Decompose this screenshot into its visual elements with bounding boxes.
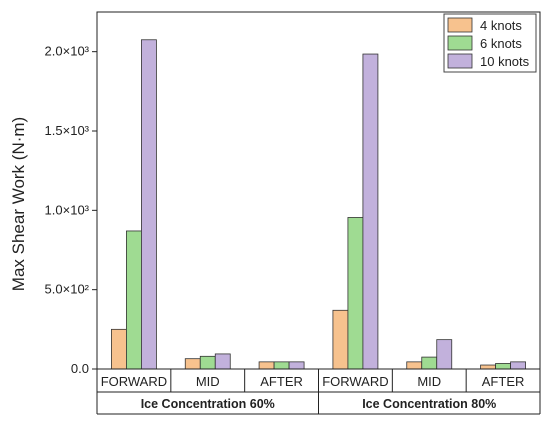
category-labels: FORWARD MID AFTER FORWARD MID AFTER: [96, 369, 541, 393]
legend-swatch: [447, 53, 473, 69]
category-label: FORWARD: [101, 374, 167, 389]
category-label: FORWARD: [322, 374, 388, 389]
group-label: Ice Concentration 80%: [362, 397, 496, 411]
y-tick-label: 1.5×10³: [45, 123, 90, 138]
y-axis-ticks: 0.0 5.0×10² 1.0×10³ 1.5×10³ 2.0×10³: [45, 44, 97, 376]
bar: [332, 309, 349, 370]
bar: [141, 39, 157, 370]
bar: [406, 361, 423, 370]
bar: [258, 361, 275, 370]
bar: [436, 339, 453, 370]
bar: [288, 361, 305, 370]
category-label: MID: [196, 374, 220, 389]
category-label: MID: [417, 374, 441, 389]
bar: [184, 358, 201, 370]
bar: [273, 361, 290, 370]
bar: [510, 361, 526, 370]
bar: [421, 356, 438, 370]
bar: [126, 230, 142, 370]
legend-label: 6 knots: [480, 36, 522, 51]
bar: [362, 53, 379, 370]
legend-label: 10 knots: [480, 54, 530, 69]
bar: [347, 217, 364, 370]
bars: [111, 39, 526, 370]
group-label: Ice Concentration 60%: [141, 397, 275, 411]
bar: [214, 353, 231, 370]
bar: [199, 355, 216, 370]
bar: [480, 364, 496, 370]
legend-swatch: [447, 17, 473, 33]
y-tick-label: 0.0: [71, 361, 89, 376]
y-axis-title: Max Shear Work (N·m): [9, 117, 28, 291]
y-tick-label: 1.0×10³: [45, 202, 90, 217]
legend-label: 4 knots: [480, 18, 522, 33]
category-label: AFTER: [260, 374, 303, 389]
plot-frame: [96, 11, 541, 370]
group-labels: Ice Concentration 60% Ice Concentration 8…: [96, 392, 541, 415]
y-tick-label: 5.0×10²: [45, 282, 90, 297]
legend-swatch: [447, 35, 473, 51]
y-tick-label: 2.0×10³: [45, 44, 90, 59]
legend: 4 knots 6 knots 10 knots: [443, 13, 537, 73]
category-label: AFTER: [482, 374, 525, 389]
bar: [111, 328, 127, 370]
bar: [495, 363, 511, 370]
